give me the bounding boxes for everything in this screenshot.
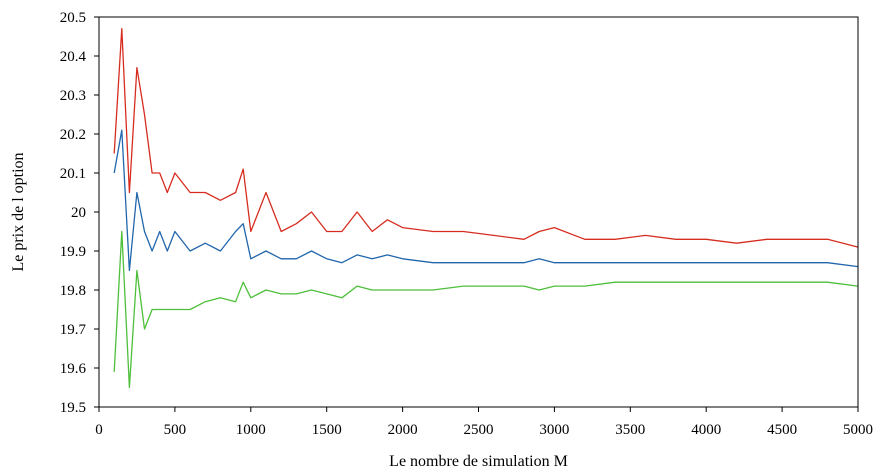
x-tick-label: 0	[95, 422, 103, 438]
y-tick-label: 19.6	[60, 361, 87, 377]
series-line-2	[113, 129, 859, 272]
y-tick-label: 20.1	[60, 166, 86, 182]
y-tick-label: 19.8	[60, 283, 86, 299]
x-tick-label: 4000	[691, 422, 721, 438]
x-axis: 0 500 1000 1500 2000 2500 3000 3500 4000 4500 5000	[95, 407, 873, 438]
y-tick-label: 19.9	[60, 244, 86, 260]
x-tick-label: 2000	[388, 422, 418, 438]
series-layer	[113, 28, 859, 389]
series-line-1	[113, 28, 859, 248]
x-tick-label: 5000	[843, 422, 873, 438]
x-tick-label: 3000	[539, 422, 569, 438]
x-tick-label: 1000	[236, 422, 266, 438]
y-tick-label: 20.4	[60, 49, 87, 65]
y-tick-label: 20.5	[60, 10, 86, 26]
series-line-3	[113, 230, 859, 389]
y-axis-label: Le prix de l option	[10, 152, 27, 271]
x-tick-label: 1500	[312, 422, 342, 438]
y-tick-label: 20	[71, 205, 86, 221]
x-tick-label: 2500	[464, 422, 494, 438]
y-tick-label: 20.2	[60, 127, 86, 143]
x-tick-label: 4500	[767, 422, 797, 438]
x-axis-label: Le nombre de simulation M	[389, 453, 568, 470]
y-tick-label: 19.5	[60, 400, 86, 416]
x-tick-label: 3500	[615, 422, 645, 438]
plot-frame	[98, 16, 859, 408]
x-tick-label: 500	[164, 422, 187, 438]
y-tick-label: 20.3	[60, 88, 86, 104]
y-axis: 19.5 19.6 19.7 19.8 19.9 20 20.1 20.2 20.3 20.4 20…	[60, 10, 99, 416]
y-tick-label: 19.7	[60, 322, 87, 338]
